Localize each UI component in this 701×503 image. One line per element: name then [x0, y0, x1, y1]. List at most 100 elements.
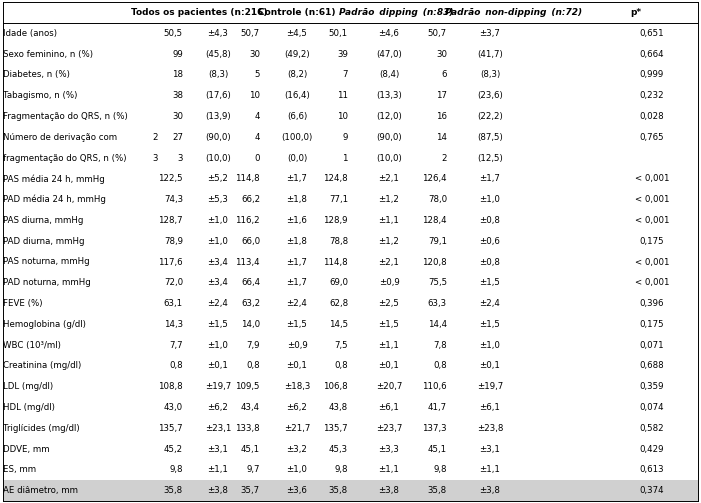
Text: 0,175: 0,175	[640, 320, 665, 329]
Text: PAD noturna, mmHg: PAD noturna, mmHg	[3, 278, 90, 287]
Text: WBC (10³/ml): WBC (10³/ml)	[3, 341, 61, 350]
Text: ±1,5: ±1,5	[379, 320, 400, 329]
Text: 0,175: 0,175	[640, 237, 665, 246]
Text: 0,028: 0,028	[640, 112, 665, 121]
Text: 0,582: 0,582	[640, 424, 665, 433]
Text: 117,6: 117,6	[158, 258, 183, 267]
Text: 45,3: 45,3	[329, 445, 348, 454]
Text: 0,8: 0,8	[334, 362, 348, 370]
Text: 133,8: 133,8	[236, 424, 260, 433]
Text: 30: 30	[436, 50, 447, 59]
Text: 14: 14	[436, 133, 447, 142]
Text: 0,651: 0,651	[640, 29, 665, 38]
Text: ±3,8: ±3,8	[479, 486, 501, 495]
Text: ±1,1: ±1,1	[479, 465, 501, 474]
Text: 66,0: 66,0	[241, 237, 260, 246]
Text: ±2,5: ±2,5	[379, 299, 400, 308]
Text: 135,7: 135,7	[323, 424, 348, 433]
Text: 0: 0	[254, 153, 260, 162]
Text: ±1,0: ±1,0	[207, 237, 229, 246]
Text: 9,7: 9,7	[247, 465, 260, 474]
Text: ±3,8: ±3,8	[207, 486, 229, 495]
Text: Idade (anos): Idade (anos)	[3, 29, 57, 38]
Text: 14,3: 14,3	[164, 320, 183, 329]
Text: 124,8: 124,8	[323, 175, 348, 184]
Text: 10: 10	[249, 91, 260, 100]
Text: 2: 2	[442, 153, 447, 162]
Text: ±2,4: ±2,4	[207, 299, 229, 308]
Text: 78,9: 78,9	[164, 237, 183, 246]
Text: 41,7: 41,7	[428, 403, 447, 412]
Text: ±0,8: ±0,8	[479, 216, 501, 225]
Text: < 0,001: < 0,001	[634, 175, 669, 184]
Text: Hemoglobina (g/dl): Hemoglobina (g/dl)	[3, 320, 86, 329]
Text: PAD média 24 h, mmHg: PAD média 24 h, mmHg	[3, 195, 106, 204]
Text: ±4,6: ±4,6	[379, 29, 400, 38]
Text: HDL (mg/dl): HDL (mg/dl)	[3, 403, 55, 412]
Text: PAS diurna, mmHg: PAS diurna, mmHg	[3, 216, 83, 225]
Text: 17: 17	[436, 91, 447, 100]
Text: ±3,4: ±3,4	[207, 258, 229, 267]
Text: 1: 1	[343, 153, 348, 162]
Text: ±1,5: ±1,5	[207, 320, 229, 329]
Text: 14,0: 14,0	[241, 320, 260, 329]
Text: 50,7: 50,7	[241, 29, 260, 38]
Text: 10: 10	[337, 112, 348, 121]
Text: 69,0: 69,0	[329, 278, 348, 287]
Text: (8,3): (8,3)	[208, 70, 228, 79]
Text: 9,8: 9,8	[170, 465, 183, 474]
Text: ±1,5: ±1,5	[479, 320, 501, 329]
Text: 35,7: 35,7	[241, 486, 260, 495]
Text: ±23,8: ±23,8	[477, 424, 503, 433]
Text: ES, mm: ES, mm	[3, 465, 36, 474]
Text: 43,8: 43,8	[329, 403, 348, 412]
Text: 114,8: 114,8	[323, 258, 348, 267]
Text: 106,8: 106,8	[323, 382, 348, 391]
Text: ±1,0: ±1,0	[287, 465, 308, 474]
Text: < 0,001: < 0,001	[634, 258, 669, 267]
Text: (23,6): (23,6)	[477, 91, 503, 100]
Text: (16,4): (16,4)	[284, 91, 310, 100]
Text: 50,5: 50,5	[164, 29, 183, 38]
Text: 63,2: 63,2	[241, 299, 260, 308]
Text: 30: 30	[249, 50, 260, 59]
Text: < 0,001: < 0,001	[634, 195, 669, 204]
Text: (87,5): (87,5)	[477, 133, 503, 142]
Text: ±19,7: ±19,7	[205, 382, 231, 391]
Text: ±3,6: ±3,6	[287, 486, 308, 495]
Text: LDL (mg/dl): LDL (mg/dl)	[3, 382, 53, 391]
Text: ±5,3: ±5,3	[207, 195, 229, 204]
Text: 39: 39	[337, 50, 348, 59]
Text: 7: 7	[343, 70, 348, 79]
Text: 4: 4	[254, 133, 260, 142]
Text: 3: 3	[152, 153, 158, 162]
Text: ±6,2: ±6,2	[207, 403, 229, 412]
Text: 99: 99	[172, 50, 183, 59]
Text: Sexo feminino, n (%): Sexo feminino, n (%)	[3, 50, 93, 59]
Text: 116,2: 116,2	[236, 216, 260, 225]
Text: 35,8: 35,8	[329, 486, 348, 495]
Text: ±0,1: ±0,1	[287, 362, 308, 370]
Text: 114,8: 114,8	[236, 175, 260, 184]
Text: 137,3: 137,3	[423, 424, 447, 433]
Text: 0,765: 0,765	[640, 133, 665, 142]
Text: 35,8: 35,8	[164, 486, 183, 495]
Text: ±3,4: ±3,4	[207, 278, 229, 287]
Text: ±1,7: ±1,7	[479, 175, 501, 184]
Text: 11: 11	[337, 91, 348, 100]
Text: Número de derivação com: Número de derivação com	[3, 133, 117, 142]
Text: ±2,4: ±2,4	[287, 299, 308, 308]
Text: 63,1: 63,1	[164, 299, 183, 308]
Text: 18: 18	[172, 70, 183, 79]
Text: 0,8: 0,8	[246, 362, 260, 370]
Text: 75,5: 75,5	[428, 278, 447, 287]
Text: 122,5: 122,5	[158, 175, 183, 184]
Text: ±1,1: ±1,1	[379, 341, 400, 350]
Text: 45,1: 45,1	[428, 445, 447, 454]
Text: 27: 27	[172, 133, 183, 142]
Text: ±1,7: ±1,7	[287, 258, 308, 267]
Text: (90,0): (90,0)	[376, 133, 402, 142]
Text: ±2,4: ±2,4	[479, 299, 501, 308]
Text: ±1,1: ±1,1	[207, 465, 229, 474]
Text: ±0,1: ±0,1	[207, 362, 229, 370]
